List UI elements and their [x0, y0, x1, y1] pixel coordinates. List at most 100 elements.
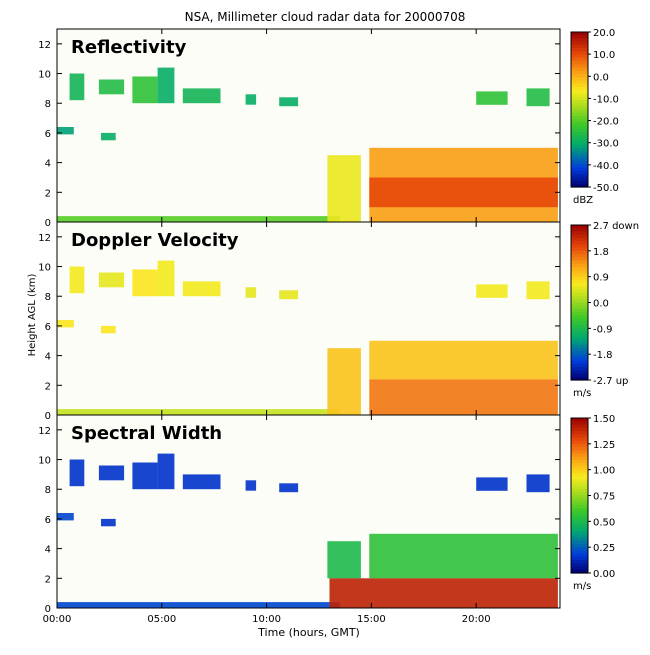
- colorbar-cell-1-9: [571, 61, 588, 65]
- data-region-1-11: [526, 88, 550, 107]
- panel-title-1: Reflectivity: [71, 37, 187, 58]
- data-region-2-5: [182, 281, 221, 297]
- colorbar-cell-3-33: [571, 524, 588, 529]
- colorbar-cell-2-32: [571, 328, 588, 333]
- panel-1: 0 2 4 6 8 10 12 Reflectivity 20.0 10.0 0.0 -10.0 -20…: [38, 28, 619, 229]
- colorbar-cell-1-40: [571, 161, 588, 165]
- colorbar-cell-2-5: [571, 241, 588, 245]
- colorbar-tick-label-3-5: 0.25: [593, 543, 615, 554]
- colorbar-cell-2-4: [571, 237, 588, 242]
- colorbar-cell-1-45: [571, 177, 588, 182]
- colorbar-cell-1-44: [571, 174, 588, 178]
- colorbar-cell-1-21: [571, 99, 588, 104]
- colorbar-tick-label-3-3: 0.75: [593, 492, 615, 503]
- colorbar-tick-label-3-6: 0.00: [593, 569, 615, 580]
- colorbar-cell-1-20: [571, 96, 588, 101]
- colorbar-cell-1-6: [571, 51, 588, 56]
- data-region-1-10: [476, 91, 508, 105]
- colorbar-cell-2-24: [571, 302, 588, 307]
- colorbar-cell-1-17: [571, 86, 588, 91]
- colorbar-cell-3-18: [571, 476, 588, 480]
- data-region-1-1: [69, 73, 85, 101]
- colorbar-cell-2-11: [571, 260, 588, 265]
- colorbar-cell-2-12: [571, 263, 588, 268]
- colorbar-cell-2-27: [571, 312, 588, 317]
- y-tick-label-2-1: 2: [45, 381, 51, 392]
- colorbar-cell-2-41: [571, 357, 588, 362]
- data-region-2-8: [57, 320, 74, 328]
- colorbar-cell-1-39: [571, 157, 588, 162]
- data-region-1-2: [98, 79, 125, 95]
- colorbar-cell-1-12: [571, 70, 588, 75]
- colorbar-cell-2-37: [571, 344, 588, 349]
- colorbar-cell-1-2: [571, 38, 588, 43]
- data-region-1-6: [245, 94, 257, 105]
- colorbar-frame-1: [570, 31, 589, 188]
- data-region-1-4: [157, 67, 175, 104]
- colorbar-cell-3-8: [571, 443, 588, 448]
- colorbar-tick-label-1-4: -20.0: [593, 117, 619, 128]
- panel-3: 0 2 4 6 8 10 12 00:00 05:00 10:00 15:00 20:00 Spectr…: [38, 414, 615, 625]
- data-region-2-15: [369, 379, 558, 415]
- colorbar-cell-2-42: [571, 360, 588, 365]
- data-region-2-10: [476, 284, 508, 298]
- colorbar-tick-label-1-1: 10.0: [593, 50, 615, 61]
- colorbar-cell-2-2: [571, 231, 588, 236]
- y-tick-label-3-4: 8: [45, 485, 51, 496]
- data-region-2-4: [157, 260, 175, 297]
- colorbar-cell-1-8: [571, 57, 588, 62]
- y-tick-label-3-5: 10: [38, 456, 51, 467]
- colorbar-cell-3-29: [571, 511, 588, 516]
- colorbar-tick-label-3-0: 1.50: [593, 414, 615, 425]
- y-tick-label-3-2: 4: [45, 545, 51, 556]
- colorbar-cell-2-46: [571, 373, 588, 378]
- colorbar-cell-2-17: [571, 279, 588, 284]
- y-tick-label-2-4: 8: [45, 292, 51, 303]
- colorbar-cell-2-35: [571, 338, 588, 342]
- colorbar-cell-2-9: [571, 254, 588, 258]
- colorbar-cell-1-7: [571, 54, 588, 59]
- y-tick-label-2-2: 4: [45, 352, 51, 363]
- y-axis-label: Height AGL (km): [27, 274, 38, 357]
- colorbar-cell-3-22: [571, 489, 588, 493]
- colorbar-cell-2-0: [571, 225, 588, 229]
- panel-title-2: Doppler Velocity: [71, 230, 239, 251]
- colorbar-cell-3-1: [571, 421, 588, 426]
- colorbar-cell-2-20: [571, 289, 588, 294]
- colorbar-cell-2-6: [571, 244, 588, 249]
- colorbar-cell-3-19: [571, 479, 588, 484]
- data-region-3-5: [182, 474, 221, 490]
- y-tick-label-1-6: 12: [38, 40, 51, 51]
- colorbar-cell-3-42: [571, 553, 588, 558]
- data-region-1-8: [57, 127, 74, 135]
- colorbar-cell-3-43: [571, 556, 588, 561]
- colorbar-cell-3-17: [571, 472, 588, 477]
- colorbar-cell-1-16: [571, 83, 588, 88]
- colorbar-cell-3-25: [571, 498, 588, 503]
- colorbar-cell-3-10: [571, 450, 588, 455]
- colorbar-tick-label-2-1: 1.8: [593, 247, 609, 258]
- colorbar-cell-1-3: [571, 41, 588, 46]
- data-region-1-15: [369, 177, 558, 208]
- colorbar-cell-3-31: [571, 518, 588, 522]
- colorbar-cell-2-1: [571, 228, 588, 233]
- colorbar-cell-3-12: [571, 456, 588, 461]
- y-tick-label-1-5: 10: [38, 70, 51, 81]
- colorbar-cell-3-21: [571, 485, 588, 490]
- colorbar-cell-3-23: [571, 492, 588, 497]
- colorbar-cell-3-13: [571, 459, 588, 464]
- colorbar-cell-2-3: [571, 234, 588, 239]
- y-tick-label-1-1: 2: [45, 188, 51, 199]
- y-tick-label-3-3: 6: [45, 515, 51, 526]
- colorbar-cell-1-5: [571, 48, 588, 52]
- colorbar-cell-3-37: [571, 537, 588, 542]
- y-tick-label-1-3: 6: [45, 129, 51, 140]
- x-tick-label-1: 05:00: [147, 614, 176, 625]
- colorbar-cell-3-0: [571, 418, 588, 422]
- colorbar-cell-3-14: [571, 463, 588, 468]
- data-region-3-2: [98, 465, 125, 481]
- colorbar-tick-label-2-4: -0.9: [593, 324, 613, 335]
- data-region-1-7: [279, 97, 299, 107]
- colorbar-cell-3-30: [571, 514, 588, 519]
